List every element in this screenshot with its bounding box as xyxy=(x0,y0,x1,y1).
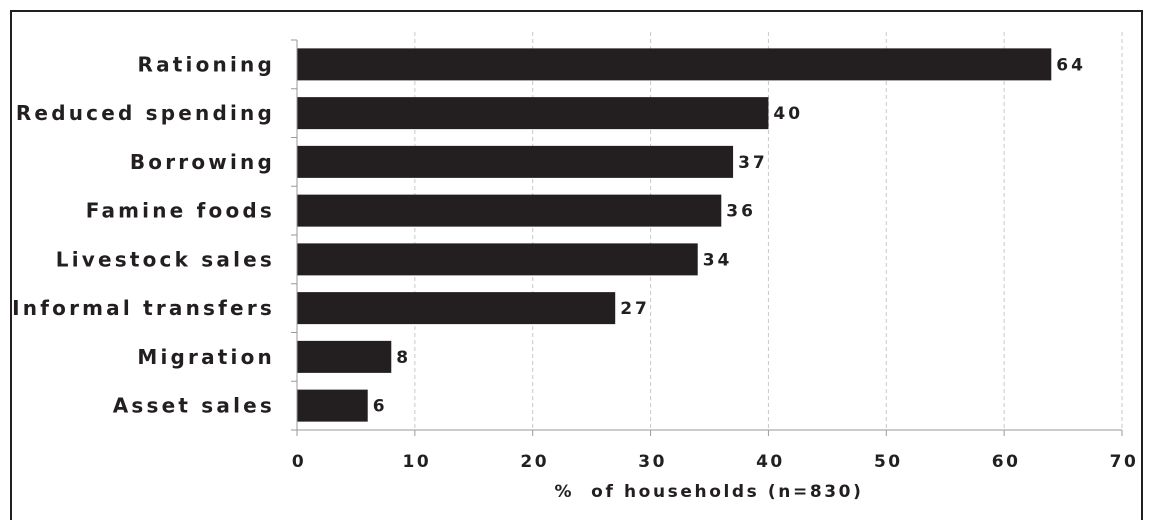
x-axis-title: % of households (n=830) xyxy=(555,482,864,502)
labels: 0 10 20 30 40 50 60 70 Rationing 64 Reduced spendi… xyxy=(12,52,1139,472)
category-label: Informal transfers xyxy=(12,296,275,320)
x-tick-label: 70 xyxy=(1110,452,1139,472)
category-label: Reduced spending xyxy=(16,101,275,125)
bars xyxy=(297,48,1052,422)
value-label: 40 xyxy=(773,104,803,124)
axes xyxy=(291,39,1123,436)
x-tick-label: 60 xyxy=(992,452,1021,472)
value-label: 64 xyxy=(1056,55,1086,75)
bar xyxy=(297,389,368,422)
category-label: Famine foods xyxy=(86,199,275,223)
category-label: Livestock sales xyxy=(56,247,275,271)
x-tick-label: 20 xyxy=(520,452,549,472)
value-label: 36 xyxy=(726,202,756,222)
bar xyxy=(297,97,769,130)
value-label: 37 xyxy=(738,153,768,173)
category-label: Migration xyxy=(137,345,275,369)
grid-lines xyxy=(414,32,1123,430)
value-label: 8 xyxy=(396,348,411,368)
x-tick-label: 50 xyxy=(874,452,903,472)
bar xyxy=(297,292,616,325)
x-tick-label: 0 xyxy=(292,452,306,472)
x-tick-label: 10 xyxy=(403,452,432,472)
value-label: 34 xyxy=(703,250,733,270)
bar xyxy=(297,48,1052,81)
value-label: 27 xyxy=(620,299,650,319)
bar xyxy=(297,194,722,227)
value-label: 6 xyxy=(373,397,388,417)
category-label: Borrowing xyxy=(130,150,275,174)
category-label: Rationing xyxy=(137,52,275,76)
x-tick-label: 30 xyxy=(638,452,667,472)
bar xyxy=(297,243,698,276)
x-tick-label: 40 xyxy=(756,452,785,472)
bar xyxy=(297,145,734,178)
bar xyxy=(297,340,392,373)
chart-frame xyxy=(10,10,1143,520)
category-label: Asset sales xyxy=(113,394,275,418)
